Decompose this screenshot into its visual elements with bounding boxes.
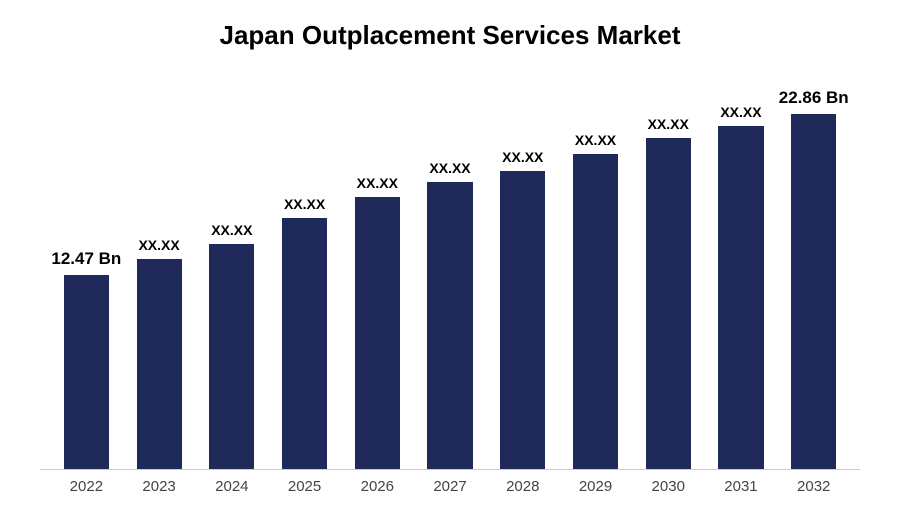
x-tick-label: 2023 — [123, 478, 196, 495]
x-axis: 2022202320242025202620272028202920302031… — [40, 470, 860, 495]
chart-area: 12.47 Bn XX.XX XX.XX XX.XX XX.XX XX.XX XX.XX XX… — [40, 81, 860, 495]
plot-region: 12.47 Bn XX.XX XX.XX XX.XX XX.XX XX.XX XX.XX XX… — [40, 81, 860, 470]
chart-title: Japan Outplacement Services Market — [40, 20, 860, 51]
bar-group: XX.XX — [559, 81, 632, 469]
bar — [355, 197, 400, 469]
bar-value-label: XX.XX — [284, 196, 325, 212]
bar-value-label: 22.86 Bn — [779, 88, 849, 108]
x-tick-label: 2031 — [705, 478, 778, 495]
bar — [573, 154, 618, 469]
bar-value-label: XX.XX — [648, 116, 689, 132]
bar — [646, 138, 691, 469]
bar-group: XX.XX — [414, 81, 487, 469]
bar — [64, 275, 109, 469]
bar-group: XX.XX — [268, 81, 341, 469]
bar-value-label: XX.XX — [357, 175, 398, 191]
bar — [791, 114, 836, 469]
bar-group: XX.XX — [486, 81, 559, 469]
bar-value-label: XX.XX — [502, 149, 543, 165]
bar-value-label: XX.XX — [720, 104, 761, 120]
bar-value-label: 12.47 Bn — [51, 249, 121, 269]
bar — [137, 259, 182, 469]
bar-group: 12.47 Bn — [50, 81, 123, 469]
x-tick-label: 2022 — [50, 478, 123, 495]
x-tick-label: 2026 — [341, 478, 414, 495]
bar-group: XX.XX — [705, 81, 778, 469]
x-tick-label: 2027 — [414, 478, 487, 495]
x-tick-label: 2024 — [195, 478, 268, 495]
bar-group: XX.XX — [632, 81, 705, 469]
bar — [209, 244, 254, 469]
bar — [427, 182, 472, 469]
bar — [718, 126, 763, 469]
bar-group: XX.XX — [123, 81, 196, 469]
bar-value-label: XX.XX — [138, 237, 179, 253]
bar-value-label: XX.XX — [211, 222, 252, 238]
bar-group: 22.86 Bn — [777, 81, 850, 469]
bar — [500, 171, 545, 469]
x-tick-label: 2032 — [777, 478, 850, 495]
x-tick-label: 2030 — [632, 478, 705, 495]
bar-group: XX.XX — [341, 81, 414, 469]
bar-value-label: XX.XX — [429, 160, 470, 176]
bar — [282, 218, 327, 469]
x-tick-label: 2029 — [559, 478, 632, 495]
bar-group: XX.XX — [195, 81, 268, 469]
bar-value-label: XX.XX — [575, 132, 616, 148]
x-tick-label: 2028 — [486, 478, 559, 495]
x-tick-label: 2025 — [268, 478, 341, 495]
